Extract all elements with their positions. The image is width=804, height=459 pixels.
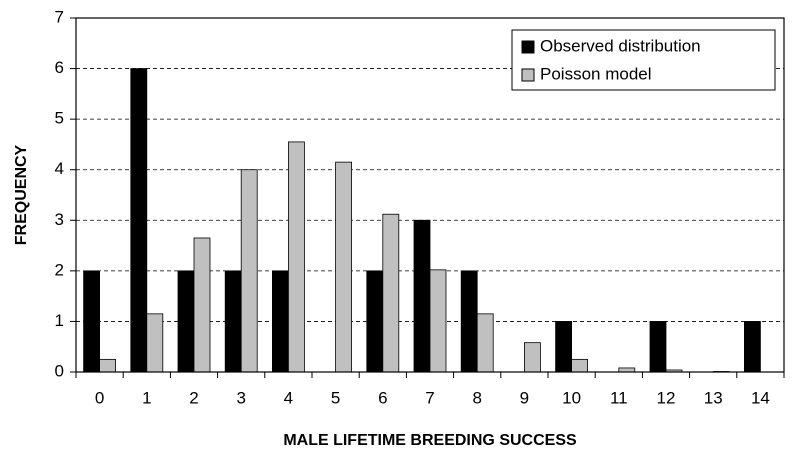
y-tick-label: 1	[55, 311, 64, 330]
bar	[224, 270, 242, 373]
bar	[83, 270, 100, 373]
bar	[571, 358, 588, 373]
bar	[287, 141, 305, 373]
bar	[460, 270, 478, 373]
legend-label: Poisson model	[540, 64, 652, 83]
y-tick-label: 7	[55, 7, 64, 26]
legend-swatch	[521, 68, 535, 82]
x-tick-label: 5	[331, 388, 340, 407]
x-tick-label: 14	[751, 388, 770, 407]
x-tick-label: 7	[425, 388, 434, 407]
x-tick-label: 8	[472, 388, 481, 407]
y-axis-title: FREQUENCY	[13, 144, 30, 245]
x-tick-label: 1	[142, 388, 151, 407]
y-tick-label: 0	[55, 361, 64, 380]
x-tick-label: 3	[236, 388, 245, 407]
bar	[649, 321, 667, 373]
bar	[413, 219, 431, 373]
bar	[271, 270, 289, 373]
bar	[240, 169, 258, 373]
bar	[99, 358, 116, 373]
bar	[429, 269, 447, 373]
x-tick-label: 10	[562, 388, 581, 407]
y-tick-label: 5	[55, 109, 64, 128]
x-axis-title: MALE LIFETIME BREEDING SUCCESS	[283, 432, 577, 449]
x-tick-label: 9	[520, 388, 529, 407]
legend-box	[511, 29, 776, 91]
x-tick-label: 2	[189, 388, 198, 407]
bar	[476, 313, 494, 373]
y-tick-label: 6	[55, 58, 64, 77]
bar	[193, 237, 211, 373]
bar	[146, 313, 164, 373]
x-tick-label: 12	[657, 388, 676, 407]
bar	[524, 342, 541, 373]
bar	[618, 367, 636, 373]
bar	[382, 213, 400, 373]
bar	[335, 161, 353, 373]
bar	[555, 321, 572, 373]
y-tick-label: 4	[55, 159, 64, 178]
legend-swatch	[521, 40, 535, 54]
plot-frame	[75, 17, 785, 373]
x-tick-label: 4	[284, 388, 293, 407]
x-tick-label: 11	[610, 388, 628, 407]
x-tick-label: 6	[378, 388, 387, 407]
y-tick-label: 2	[55, 260, 64, 279]
bar	[744, 321, 761, 373]
x-tick-label: 0	[95, 388, 104, 407]
legend-label: Observed distribution	[540, 36, 701, 55]
bar	[130, 68, 148, 373]
y-tick-label: 3	[55, 210, 64, 229]
bar	[177, 270, 195, 373]
x-tick-label: 13	[704, 388, 723, 407]
bar	[366, 270, 384, 373]
